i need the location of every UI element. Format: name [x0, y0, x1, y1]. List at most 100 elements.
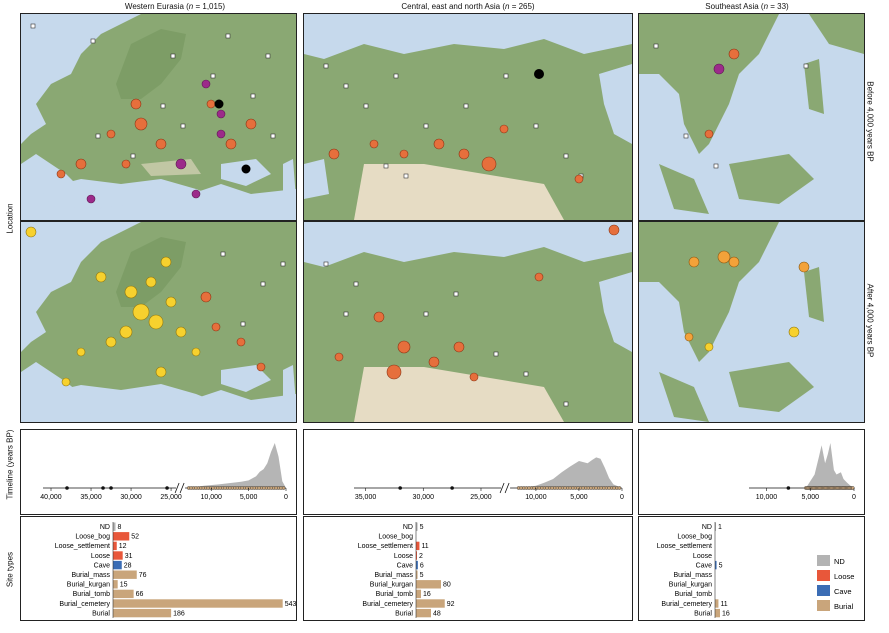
british-isles — [59, 76, 83, 114]
bar-value-label: 16 — [722, 610, 730, 617]
tick-label: 0 — [852, 494, 856, 501]
bar — [416, 541, 420, 551]
mediterranean-sea — [41, 179, 221, 209]
sites-layer — [323, 63, 584, 184]
timeline-chart: 10,000 5,000 0 — [749, 443, 856, 501]
bar-value-label: 8 — [118, 524, 122, 531]
bar-value-label: 66 — [136, 591, 144, 598]
tick-label: 5,000 — [801, 494, 819, 501]
bar — [113, 532, 130, 541]
timeline-panel-western-eurasia: 40,000 35,000 30,000 25,000 10,000 5,000 0 — [20, 429, 297, 515]
category-label: Burial — [395, 610, 413, 617]
tick-label: 10,000 — [201, 494, 223, 501]
sites-undated — [653, 43, 809, 169]
tick-label: 10,000 — [525, 494, 547, 501]
legend-swatch — [817, 555, 830, 566]
bar-value-label: 80 — [443, 582, 451, 589]
sample-point — [617, 486, 622, 490]
caspian-sea — [283, 159, 296, 199]
legend-label: Cave — [834, 587, 852, 596]
sites-layer — [684, 250, 810, 352]
bar-value-label: 76 — [139, 572, 147, 579]
sites-layer — [653, 43, 809, 169]
legend: ND Loose Cave Burial — [817, 555, 854, 611]
bar-value-label: 2 — [419, 553, 423, 560]
early-sample-point — [165, 486, 169, 490]
density-area — [518, 457, 622, 488]
sites-layer — [30, 23, 276, 204]
category-label: Cave — [94, 562, 110, 569]
legend-swatch — [817, 585, 830, 596]
early-sample-point — [101, 486, 105, 490]
row-label-timeline: Timeline (years BP) — [5, 429, 15, 500]
bar — [416, 599, 445, 608]
bar — [113, 580, 118, 589]
bar — [715, 608, 720, 618]
bar-value-label: 5 — [420, 572, 424, 579]
sites-young — [704, 326, 800, 352]
map-western-eurasia-after — [20, 221, 297, 423]
column-title-central-asia: Central, east and north Asia (n = 265) — [401, 2, 535, 11]
sites-mid — [684, 250, 810, 342]
sites-mid — [334, 224, 620, 382]
sites-old — [86, 79, 226, 204]
category-label: Burial_cemetery — [661, 601, 712, 608]
sample-point — [850, 486, 855, 490]
tick-label: 25,000 — [160, 494, 182, 501]
site-types-chart: ND 5 Loose_bog Loose_settlement 11 Loose 2 Cave… — [358, 522, 455, 618]
site-types-panel-central-asia: ND 5 Loose_bog Loose_settlement 11 Loose 2 Cave… — [303, 516, 633, 621]
category-label: Burial_mass — [374, 572, 413, 579]
map-southeast-asia-after — [638, 221, 865, 423]
bar-value-label: 52 — [131, 534, 139, 541]
category-label: Cave — [696, 562, 712, 569]
bar — [113, 522, 116, 531]
early-sample-point — [450, 486, 454, 490]
column-title-western-eurasia: Western Eurasia (n = 1,015) — [124, 2, 226, 11]
category-label: Loose — [693, 553, 712, 560]
sites-mid — [704, 48, 740, 139]
sites-oldest — [534, 69, 544, 79]
category-label: ND — [100, 524, 110, 531]
legend-swatch — [817, 570, 830, 581]
sites-undated — [323, 261, 569, 407]
row-label-before-4000: Before 4,000 years BP — [865, 81, 875, 162]
tick-label: 30,000 — [120, 494, 142, 501]
bar — [113, 570, 137, 579]
bar-value-label: 6 — [420, 562, 424, 569]
category-label: Loose_bog — [75, 534, 110, 541]
site-types-panel-western-eurasia: ND 8 Loose_bog 52 Loose_settlement 12 Loose 31 C… — [20, 516, 297, 621]
timeline-panel-central-asia: 35,000 30,000 25,000 10,000 5,000 0 — [303, 429, 633, 515]
tick-label: 10,000 — [756, 494, 778, 501]
category-label: Loose — [91, 553, 110, 560]
early-sample-point — [65, 486, 69, 490]
density-area — [188, 443, 286, 488]
category-label: Burial_tomb — [675, 591, 712, 598]
bar — [416, 570, 418, 579]
category-label: Loose_settlement — [657, 543, 712, 550]
bar — [113, 541, 117, 551]
tick-label: 25,000 — [470, 494, 492, 501]
sites-young — [25, 226, 201, 387]
legend-swatch — [817, 600, 830, 611]
tick-label: 5,000 — [570, 494, 588, 501]
column-title-southeast-asia: Southeast Asia (n = 33) — [705, 2, 789, 11]
bar — [416, 551, 417, 560]
timeline-panel-southeast-asia: 10,000 5,000 0 — [638, 429, 865, 515]
category-label: Burial_mass — [71, 572, 110, 579]
legend-label: Burial — [834, 602, 854, 611]
bar-value-label: 543 — [285, 601, 296, 608]
bar — [113, 560, 122, 570]
map-western-eurasia-before — [20, 13, 297, 221]
sites-layer — [25, 226, 286, 387]
category-label: Burial_kurgan — [67, 582, 110, 589]
tick-label: 0 — [284, 494, 288, 501]
sites-undated — [220, 251, 286, 327]
sites-mid — [200, 291, 266, 372]
site-types-panel-southeast-asia: ND 1 Loose_bog Loose_settlement Loose Cave 5 Bu… — [638, 516, 865, 621]
category-label: Loose_bog — [677, 534, 712, 541]
bar — [416, 580, 441, 589]
row-label-after-4000: After 4,000 years BP — [865, 283, 875, 358]
category-label: Burial_tomb — [73, 591, 110, 598]
bar-value-label: 186 — [173, 610, 185, 617]
bar — [416, 589, 421, 599]
